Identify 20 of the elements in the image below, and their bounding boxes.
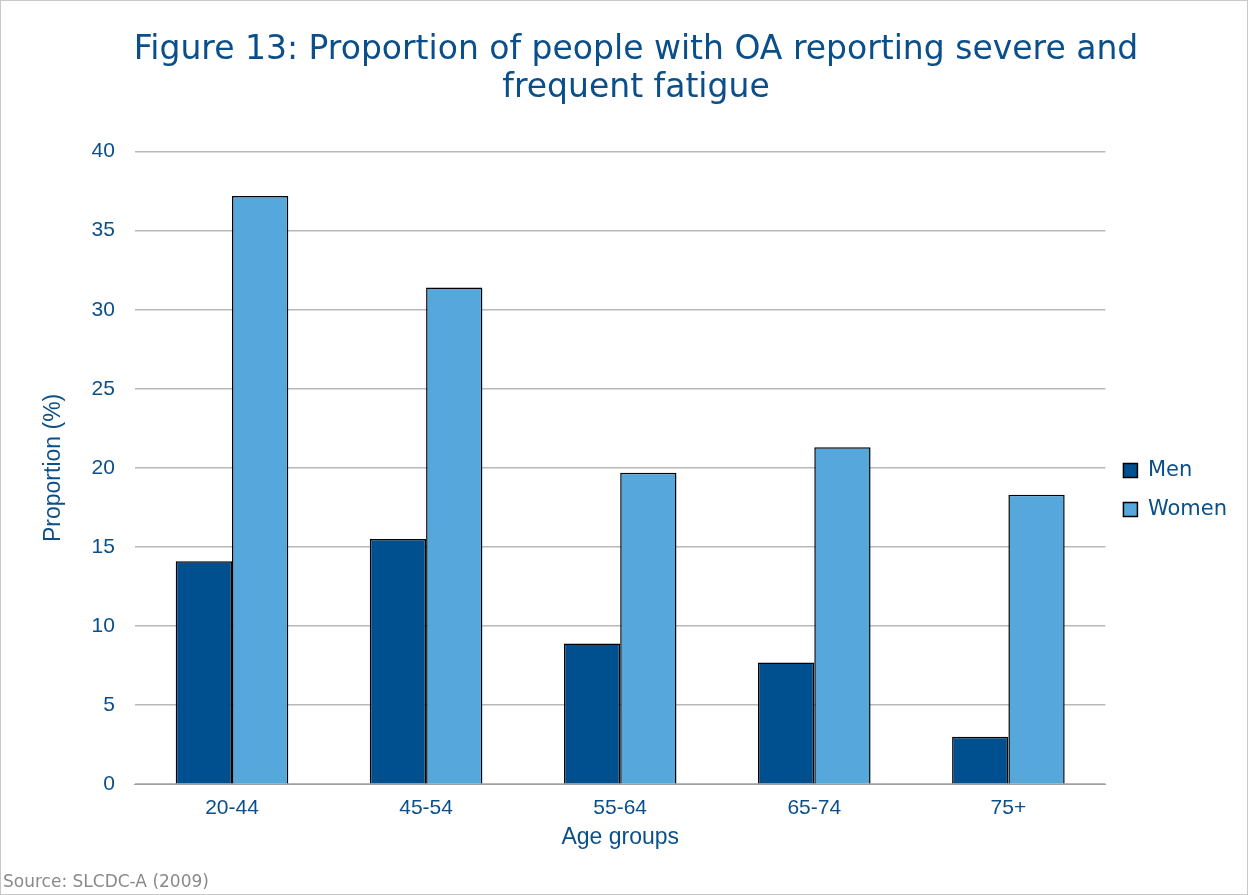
- y-tick-label: 5: [103, 691, 115, 715]
- y-tick-label: 25: [91, 375, 115, 399]
- y-axis-title: Proportion (%): [39, 393, 66, 543]
- source-note: Source: SLCDC-A (2009): [3, 871, 209, 891]
- x-tick-label: 65-74: [787, 794, 842, 818]
- y-tick-label: 40: [91, 138, 115, 162]
- legend-label: Women: [1147, 495, 1228, 520]
- x-tick-label: 75+: [990, 794, 1027, 818]
- x-tick-label: 20-44: [205, 794, 260, 818]
- legend-label: Men: [1147, 456, 1193, 481]
- y-tick-label: 0: [103, 771, 115, 794]
- y-tick-label: 20: [91, 454, 115, 478]
- y-tick-label: 30: [91, 296, 115, 320]
- y-tick-label: 35: [91, 217, 115, 241]
- x-tick-label: 45-54: [399, 794, 454, 818]
- x-axis-title: Age groups: [561, 822, 680, 849]
- chart-title: Figure 13: Proportion of people with OA reporting severe and frequent fatigue: [132, 28, 1140, 105]
- y-tick-label: 10: [91, 612, 115, 636]
- x-tick-label: 55-64: [593, 794, 648, 818]
- y-tick-label: 15: [91, 533, 115, 557]
